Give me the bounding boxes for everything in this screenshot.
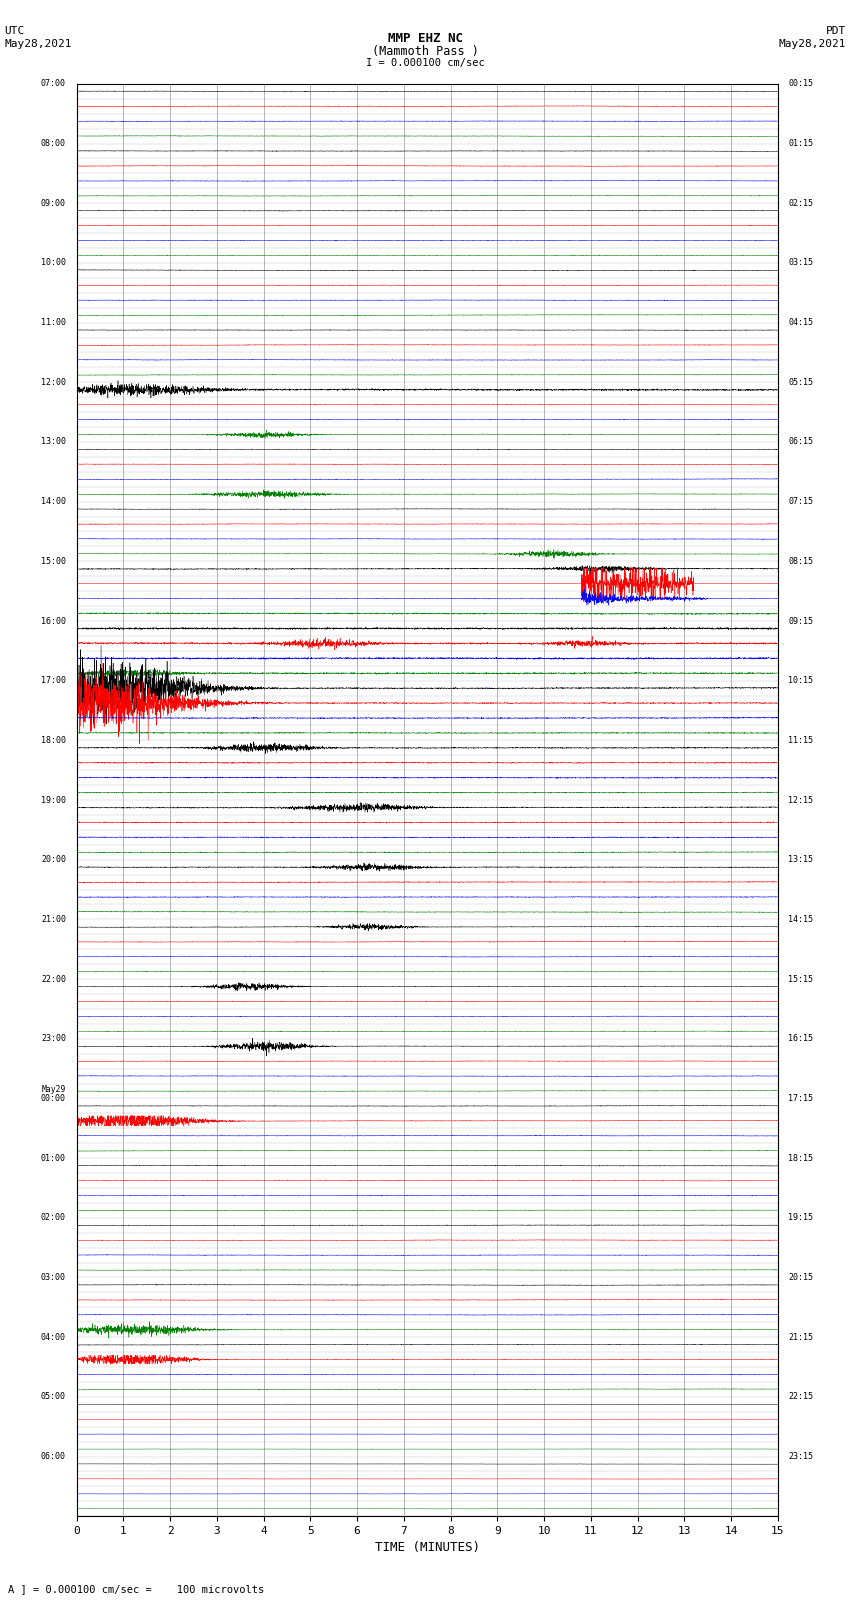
Text: May28,2021: May28,2021: [4, 39, 71, 48]
Text: 10:00: 10:00: [41, 258, 66, 268]
Text: 10:15: 10:15: [788, 676, 813, 686]
Text: MMP EHZ NC: MMP EHZ NC: [388, 32, 462, 45]
Text: 11:00: 11:00: [41, 318, 66, 327]
Text: 20:15: 20:15: [788, 1273, 813, 1282]
Text: 14:00: 14:00: [41, 497, 66, 506]
Text: 13:15: 13:15: [788, 855, 813, 865]
Text: 00:00: 00:00: [41, 1094, 66, 1103]
Text: 19:15: 19:15: [788, 1213, 813, 1223]
Text: 09:15: 09:15: [788, 616, 813, 626]
Text: 15:00: 15:00: [41, 556, 66, 566]
Text: 17:15: 17:15: [788, 1094, 813, 1103]
Text: 12:00: 12:00: [41, 377, 66, 387]
Text: 18:00: 18:00: [41, 736, 66, 745]
Text: PDT: PDT: [825, 26, 846, 35]
Text: 03:15: 03:15: [788, 258, 813, 268]
Text: 02:00: 02:00: [41, 1213, 66, 1223]
Text: 03:00: 03:00: [41, 1273, 66, 1282]
Text: 06:00: 06:00: [41, 1452, 66, 1461]
Text: 15:15: 15:15: [788, 974, 813, 984]
Text: 08:00: 08:00: [41, 139, 66, 148]
Text: 12:15: 12:15: [788, 795, 813, 805]
Text: 11:15: 11:15: [788, 736, 813, 745]
Text: 09:00: 09:00: [41, 198, 66, 208]
Text: I = 0.000100 cm/sec: I = 0.000100 cm/sec: [366, 58, 484, 68]
Text: 07:15: 07:15: [788, 497, 813, 506]
Text: 21:15: 21:15: [788, 1332, 813, 1342]
Text: 21:00: 21:00: [41, 915, 66, 924]
Text: 23:15: 23:15: [788, 1452, 813, 1461]
Text: A ] = 0.000100 cm/sec =    100 microvolts: A ] = 0.000100 cm/sec = 100 microvolts: [8, 1584, 264, 1594]
Text: 16:15: 16:15: [788, 1034, 813, 1044]
Text: 16:00: 16:00: [41, 616, 66, 626]
Text: May28,2021: May28,2021: [779, 39, 846, 48]
Text: 20:00: 20:00: [41, 855, 66, 865]
Text: 22:15: 22:15: [788, 1392, 813, 1402]
Text: 04:15: 04:15: [788, 318, 813, 327]
Text: 04:00: 04:00: [41, 1332, 66, 1342]
Text: 05:00: 05:00: [41, 1392, 66, 1402]
Text: 13:00: 13:00: [41, 437, 66, 447]
Text: 17:00: 17:00: [41, 676, 66, 686]
Text: May29: May29: [42, 1086, 66, 1094]
Text: 14:15: 14:15: [788, 915, 813, 924]
Text: 19:00: 19:00: [41, 795, 66, 805]
Text: 22:00: 22:00: [41, 974, 66, 984]
Text: 18:15: 18:15: [788, 1153, 813, 1163]
Text: (Mammoth Pass ): (Mammoth Pass ): [371, 45, 479, 58]
Text: 07:00: 07:00: [41, 79, 66, 89]
Text: 00:15: 00:15: [788, 79, 813, 89]
Text: 01:15: 01:15: [788, 139, 813, 148]
Text: 05:15: 05:15: [788, 377, 813, 387]
Text: 02:15: 02:15: [788, 198, 813, 208]
Text: 01:00: 01:00: [41, 1153, 66, 1163]
Text: 06:15: 06:15: [788, 437, 813, 447]
Text: 08:15: 08:15: [788, 556, 813, 566]
Text: UTC: UTC: [4, 26, 25, 35]
X-axis label: TIME (MINUTES): TIME (MINUTES): [375, 1542, 479, 1555]
Text: 23:00: 23:00: [41, 1034, 66, 1044]
